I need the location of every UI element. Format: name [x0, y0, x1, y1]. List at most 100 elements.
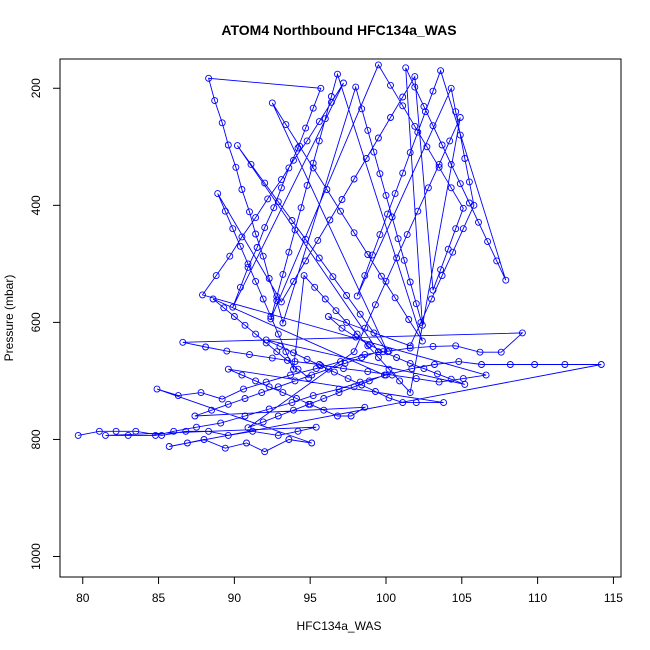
y-tick-label: 600: [29, 312, 43, 332]
data-point: [406, 278, 414, 286]
data-point: [362, 155, 370, 162]
data-point: [288, 399, 296, 407]
data-point: [437, 266, 445, 274]
data-point: [205, 74, 213, 82]
data-point: [200, 436, 208, 443]
data-point: [229, 225, 237, 233]
data-point: [597, 361, 605, 368]
data-point: [285, 248, 293, 256]
data-point: [244, 263, 252, 271]
data-point: [406, 344, 414, 352]
data-point: [197, 389, 205, 397]
data-point: [406, 342, 414, 350]
data-point: [241, 412, 249, 420]
data-point: [334, 70, 341, 78]
data-point: [329, 273, 337, 281]
data-point: [424, 184, 432, 192]
data-point: [385, 394, 393, 402]
data-point: [211, 97, 219, 105]
data-point: [302, 235, 310, 243]
data-point: [364, 251, 372, 258]
x-tick-label: 95: [303, 591, 317, 605]
data-point: [399, 399, 407, 407]
data-point: [253, 244, 261, 251]
data-point: [279, 270, 287, 278]
data-point: [414, 128, 422, 136]
data-point: [482, 371, 490, 379]
data-point: [252, 214, 260, 222]
data-point: [218, 119, 226, 127]
data-point: [224, 365, 232, 373]
data-point: [205, 427, 213, 435]
data-point: [152, 431, 159, 439]
data-point: [223, 347, 231, 355]
data-point: [317, 84, 325, 92]
data-point: [428, 295, 435, 303]
data-point: [267, 315, 275, 323]
data-point: [447, 84, 455, 92]
data-point: [294, 427, 302, 435]
data-point: [393, 254, 401, 262]
data-point: [285, 164, 293, 172]
data-point: [344, 375, 352, 383]
data-point: [300, 272, 308, 280]
data-point: [309, 392, 317, 400]
data-point: [277, 184, 285, 192]
x-tick-label: 115: [604, 591, 623, 605]
data-point: [379, 348, 387, 356]
data-point: [330, 368, 338, 376]
data-point: [249, 427, 257, 435]
data-point: [461, 380, 469, 388]
data-point: [241, 321, 249, 329]
data-point: [132, 427, 140, 435]
data-point: [291, 358, 299, 366]
data-point: [95, 427, 103, 435]
data-point: [334, 412, 341, 420]
data-point: [261, 179, 269, 187]
data-point: [364, 126, 372, 134]
data-point: [476, 348, 484, 356]
data-point: [252, 230, 260, 238]
data-point: [340, 79, 347, 87]
data-point: [374, 61, 382, 69]
data-point: [376, 170, 384, 178]
data-point: [290, 365, 297, 373]
data-point: [124, 431, 132, 439]
data-point: [218, 395, 226, 403]
data-point: [323, 186, 331, 193]
data-point: [370, 329, 378, 337]
data-point: [233, 142, 241, 150]
data-point: [324, 313, 332, 320]
data-point: [374, 354, 382, 361]
data-point: [388, 371, 396, 379]
data-point: [365, 377, 373, 385]
data-point: [314, 236, 322, 244]
data-point: [402, 64, 410, 72]
data-point: [288, 217, 296, 224]
data-point: [429, 87, 437, 95]
data-point: [561, 361, 569, 368]
data-point: [274, 412, 282, 420]
data-point: [311, 283, 319, 291]
data-point: [273, 348, 281, 356]
data-point: [236, 283, 244, 291]
data-point: [484, 238, 492, 246]
data-point: [246, 208, 253, 216]
data-point: [102, 431, 109, 439]
data-point: [337, 358, 344, 366]
data-point: [282, 121, 290, 129]
data-point: [387, 114, 394, 121]
series-line: [78, 63, 602, 453]
data-point: [259, 252, 267, 260]
data-point: [305, 400, 313, 408]
data-point: [308, 439, 316, 447]
data-point: [296, 142, 304, 150]
data-point: [358, 105, 366, 113]
data-point: [381, 371, 388, 379]
data-point: [440, 399, 448, 407]
data-point: [493, 257, 501, 265]
data-point: [217, 419, 225, 427]
data-point: [230, 313, 238, 320]
data-point: [411, 83, 419, 91]
data-point: [247, 160, 255, 168]
